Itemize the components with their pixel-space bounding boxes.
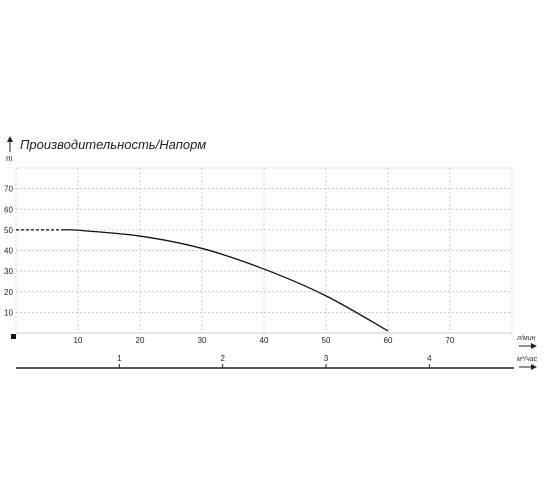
curves bbox=[16, 229, 389, 332]
y-tick-label: 40 bbox=[4, 247, 13, 256]
y-axis-label: m bbox=[6, 154, 13, 163]
y-axis-arrow-head bbox=[7, 136, 13, 142]
x2-tick-label: 1 bbox=[117, 354, 122, 363]
y-tick-label: 60 bbox=[4, 205, 13, 214]
x-tick-label: 70 bbox=[446, 336, 455, 345]
grid bbox=[15, 167, 513, 334]
y-tick-label: 70 bbox=[4, 185, 13, 194]
x2-tick-label: 2 bbox=[220, 354, 225, 363]
x-tick-label: 60 bbox=[384, 336, 393, 345]
y-tick-labels: 10 20 30 40 50 60 70 bbox=[4, 185, 13, 318]
x-tick-label: 20 bbox=[136, 336, 145, 345]
x2-tick-label: 4 bbox=[427, 354, 432, 363]
y-tick-label: 10 bbox=[4, 308, 13, 317]
x-axis-unit: л/мин bbox=[516, 335, 536, 342]
x-tick-label: 30 bbox=[198, 336, 207, 345]
x-tick-labels: 10 20 30 40 50 60 70 bbox=[74, 336, 455, 345]
x-tick-label: 10 bbox=[74, 336, 83, 345]
x-tick-label: 50 bbox=[322, 336, 331, 345]
x2-axis-arrow-head bbox=[531, 364, 537, 370]
y-tick-label: 30 bbox=[4, 267, 13, 276]
x-axis-arrow-head bbox=[531, 343, 537, 349]
y-tick-label: 50 bbox=[4, 226, 13, 235]
x-tick-label: 40 bbox=[260, 336, 269, 345]
chart-title: Производительность/Напорм bbox=[20, 137, 206, 152]
origin-marker bbox=[11, 334, 16, 339]
x2-axis-unit: м³/час bbox=[517, 356, 538, 363]
y-tick-label: 20 bbox=[4, 288, 13, 297]
x2-tick-labels: 1 2 3 4 bbox=[117, 354, 432, 368]
head-curve bbox=[62, 229, 389, 332]
x2-tick-label: 3 bbox=[324, 354, 329, 363]
